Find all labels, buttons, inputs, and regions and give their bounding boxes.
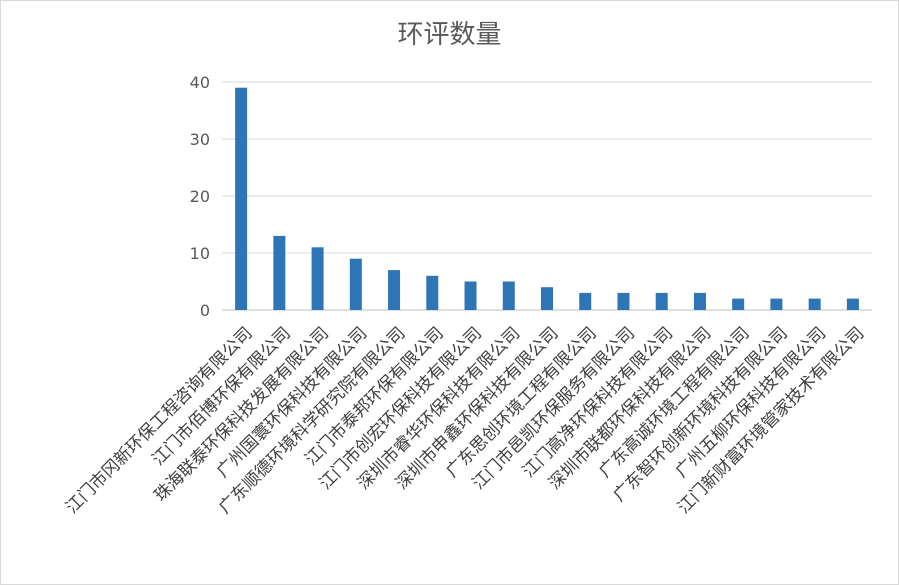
bar (464, 281, 477, 310)
bar (349, 258, 362, 310)
bar (655, 292, 668, 310)
bar (617, 292, 630, 310)
bar (770, 298, 783, 310)
bar (732, 298, 745, 310)
bar (579, 292, 592, 310)
y-tick-label: 0 (200, 301, 210, 320)
bar (311, 247, 324, 310)
y-tick-label: 10 (190, 244, 210, 263)
bar (541, 287, 553, 310)
bar (502, 281, 515, 310)
bar (426, 275, 439, 310)
chart-title: 环评数量 (397, 20, 502, 50)
y-tick-label: 20 (190, 187, 210, 206)
y-tick-label: 30 (190, 130, 210, 149)
bar (388, 270, 401, 310)
bar (846, 298, 859, 310)
bar (693, 292, 706, 310)
bar (273, 235, 286, 310)
bar (235, 87, 248, 310)
bar (808, 298, 821, 310)
y-tick-label: 40 (190, 73, 210, 92)
